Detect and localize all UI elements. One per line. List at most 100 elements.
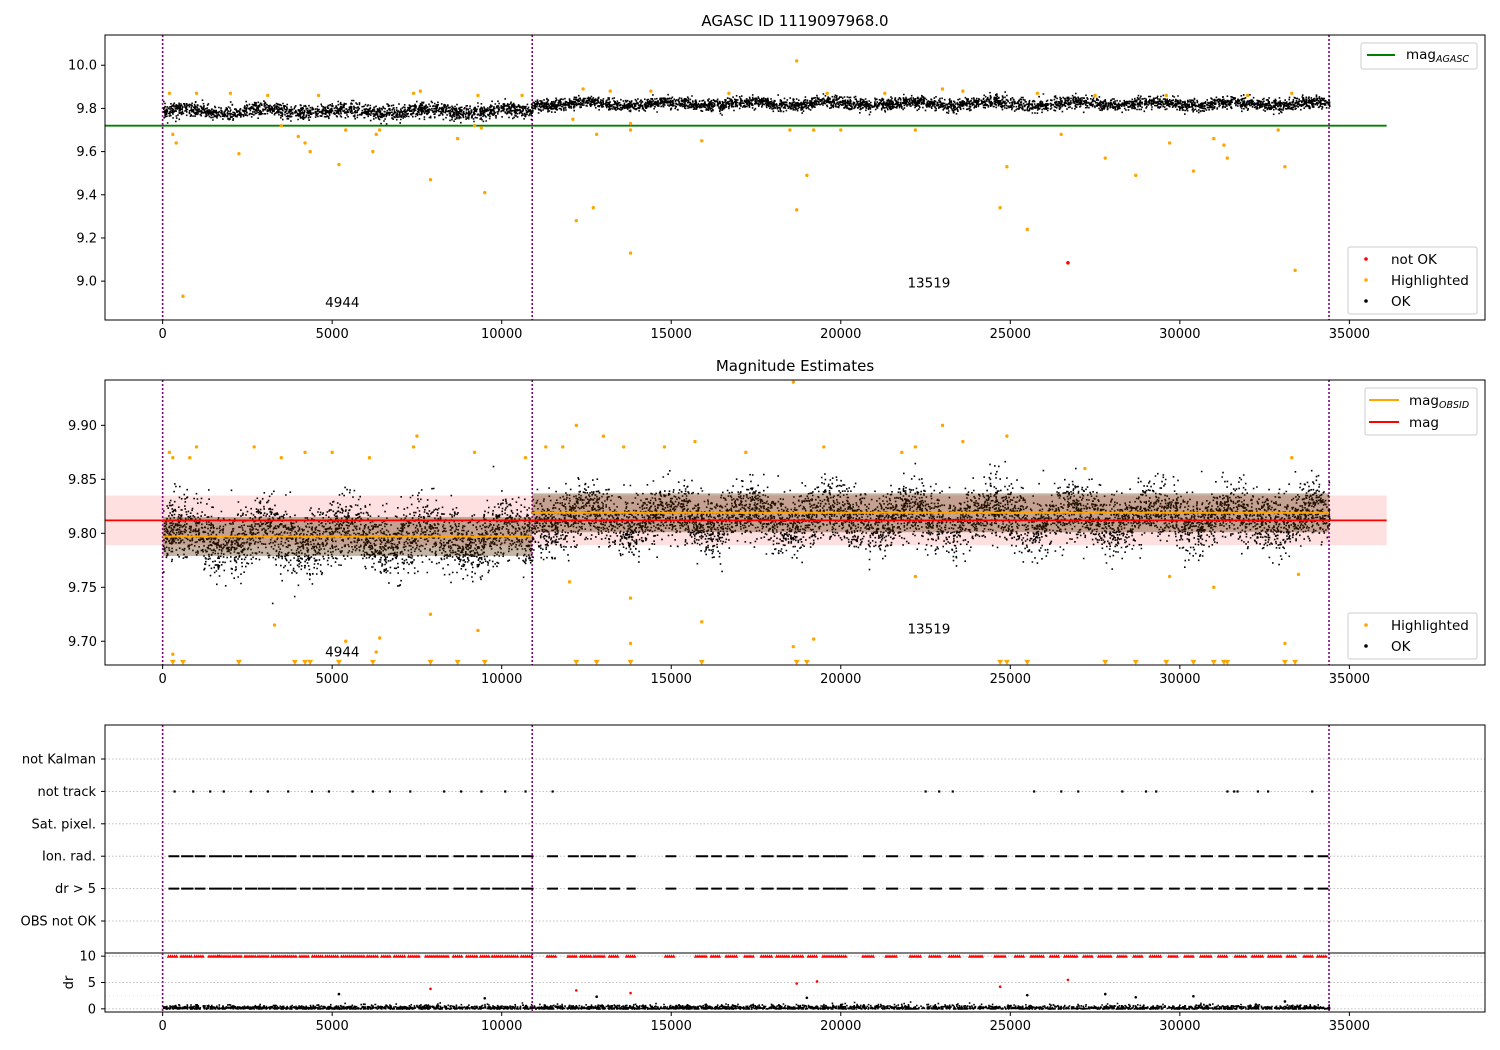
flag-not-track-point [1155, 790, 1158, 793]
agasc-xtick-label: 20000 [820, 327, 861, 342]
flag-not-track-point [480, 790, 483, 793]
highlighted-point [476, 93, 480, 98]
highlighted-point [1164, 93, 1168, 98]
obsid-label: 4944 [325, 295, 359, 311]
highlighted-point [1212, 585, 1216, 589]
highlighted-point [811, 637, 816, 641]
agasc-xtick-label: 0 [159, 327, 167, 342]
highlighted-point [181, 294, 185, 298]
dr-outlier-point [337, 992, 341, 996]
highlighted-point [303, 450, 307, 455]
highlighted-point [591, 206, 595, 210]
flag-not-track-point [192, 790, 195, 793]
highlighted-point [1167, 574, 1172, 579]
dr-axis-label: dr [62, 975, 77, 989]
highlighted-point [794, 59, 799, 63]
highlighted-point [727, 91, 731, 95]
agasc-frame [104, 34, 1486, 321]
magnitude-ytick-label: 9.70 [68, 635, 97, 650]
agasc-marker-legend-box [1347, 246, 1478, 315]
magnitude-ytick-label: 9.90 [68, 419, 97, 434]
dr-high-point [1066, 978, 1070, 982]
highlighted-point [1025, 227, 1029, 232]
obsid-label: 4944 [325, 644, 359, 660]
dr-xtick-label: 15000 [651, 1019, 692, 1034]
magnitude-ok-points [532, 460, 1331, 573]
highlighted-point [700, 139, 704, 143]
dr-outlier-point [1134, 995, 1138, 999]
highlighted-point [1005, 165, 1009, 169]
dr-high-point [795, 982, 798, 985]
dr-outlier-point [595, 995, 598, 999]
highlighted-point [411, 91, 416, 95]
dr-outlier-point [1025, 993, 1029, 997]
highlighted-point [1225, 156, 1230, 160]
flag-not-track-point [1256, 790, 1260, 793]
highlighted-point [455, 136, 460, 141]
dr-outlier-point [1103, 992, 1107, 996]
highlighted-point [581, 87, 585, 91]
legend-entry-label: OK [1391, 639, 1412, 655]
highlighted-point [428, 177, 433, 182]
highlighted-point [1222, 143, 1226, 147]
highlighted-point [662, 445, 667, 449]
flag-not-track-point [460, 790, 463, 793]
flag-not-track-point [951, 790, 954, 793]
highlighted-point [1059, 132, 1063, 137]
flag-not-track-point [388, 790, 392, 793]
magnitude-ytick-label: 9.75 [68, 581, 97, 596]
highlighted-point [1293, 268, 1297, 273]
highlighted-point [374, 132, 378, 137]
magnitude-xtick-label: 0 [159, 672, 167, 687]
obsid-label: 13519 [907, 622, 950, 638]
highlighted-point [1167, 141, 1172, 145]
highlighted-point [1212, 136, 1216, 141]
legend-marker [1364, 623, 1368, 627]
highlighted-offscale-marker [793, 659, 800, 665]
magnitude-xtick-label: 35000 [1329, 672, 1370, 687]
highlighted-offscale-marker [1132, 659, 1139, 665]
flag-row-label: dr > 5 [55, 882, 96, 897]
highlighted-offscale-marker [454, 659, 461, 665]
legend-marker [1364, 644, 1368, 648]
flag-row-label: OBS not OK [21, 915, 97, 930]
agasc-axes: 0 5000 10000 15000 20000 25000 30000 35000 9.0 9.… [68, 34, 1486, 342]
flag-not-track-point [1060, 790, 1063, 793]
highlighted-point [628, 251, 633, 255]
magnitude-ytick-label: 9.80 [68, 527, 97, 542]
highlighted-point [571, 117, 575, 121]
highlighted-point [1290, 456, 1294, 460]
highlighted-point [266, 93, 270, 98]
highlighted-point [1093, 93, 1097, 98]
agasc-xtick-label: 35000 [1329, 327, 1370, 342]
flag-row-label: Ion. rad. [42, 850, 96, 865]
legend-entry-label: Highlighted [1391, 618, 1469, 634]
highlighted-point [523, 456, 528, 460]
agasc-line-legend-box [1360, 42, 1478, 70]
dr-outlier-point [1283, 1000, 1287, 1003]
legend-line-subscript: OBSID [1439, 400, 1469, 411]
flag-not-track-point [1077, 790, 1080, 793]
magnitude-ytick-label: 9.85 [68, 473, 97, 488]
dr-xtick-label: 10000 [481, 1019, 522, 1034]
highlighted-offscale-marker [481, 659, 488, 665]
highlighted-point [567, 580, 572, 584]
magnitude-frame [104, 379, 1486, 666]
highlighted-point [574, 218, 579, 223]
legend-marker [1364, 257, 1368, 261]
flag-not-track-point [287, 790, 290, 793]
highlighted-point [622, 445, 626, 449]
agasc-plot-area: 4944 13519 [105, 35, 1387, 320]
highlighted-offscale-marker [179, 659, 186, 665]
highlighted-point [1296, 572, 1301, 577]
highlighted-offscale-marker [627, 659, 634, 665]
highlighted-point [594, 132, 599, 137]
highlighted-point [479, 126, 484, 130]
highlighted-point [628, 128, 633, 132]
highlighted-offscale-marker [803, 659, 810, 665]
highlighted-point [961, 439, 965, 444]
flag-not-track-point [1121, 790, 1124, 793]
highlighted-offscale-marker [593, 659, 600, 665]
flag-dr-5-points [168, 887, 1329, 890]
